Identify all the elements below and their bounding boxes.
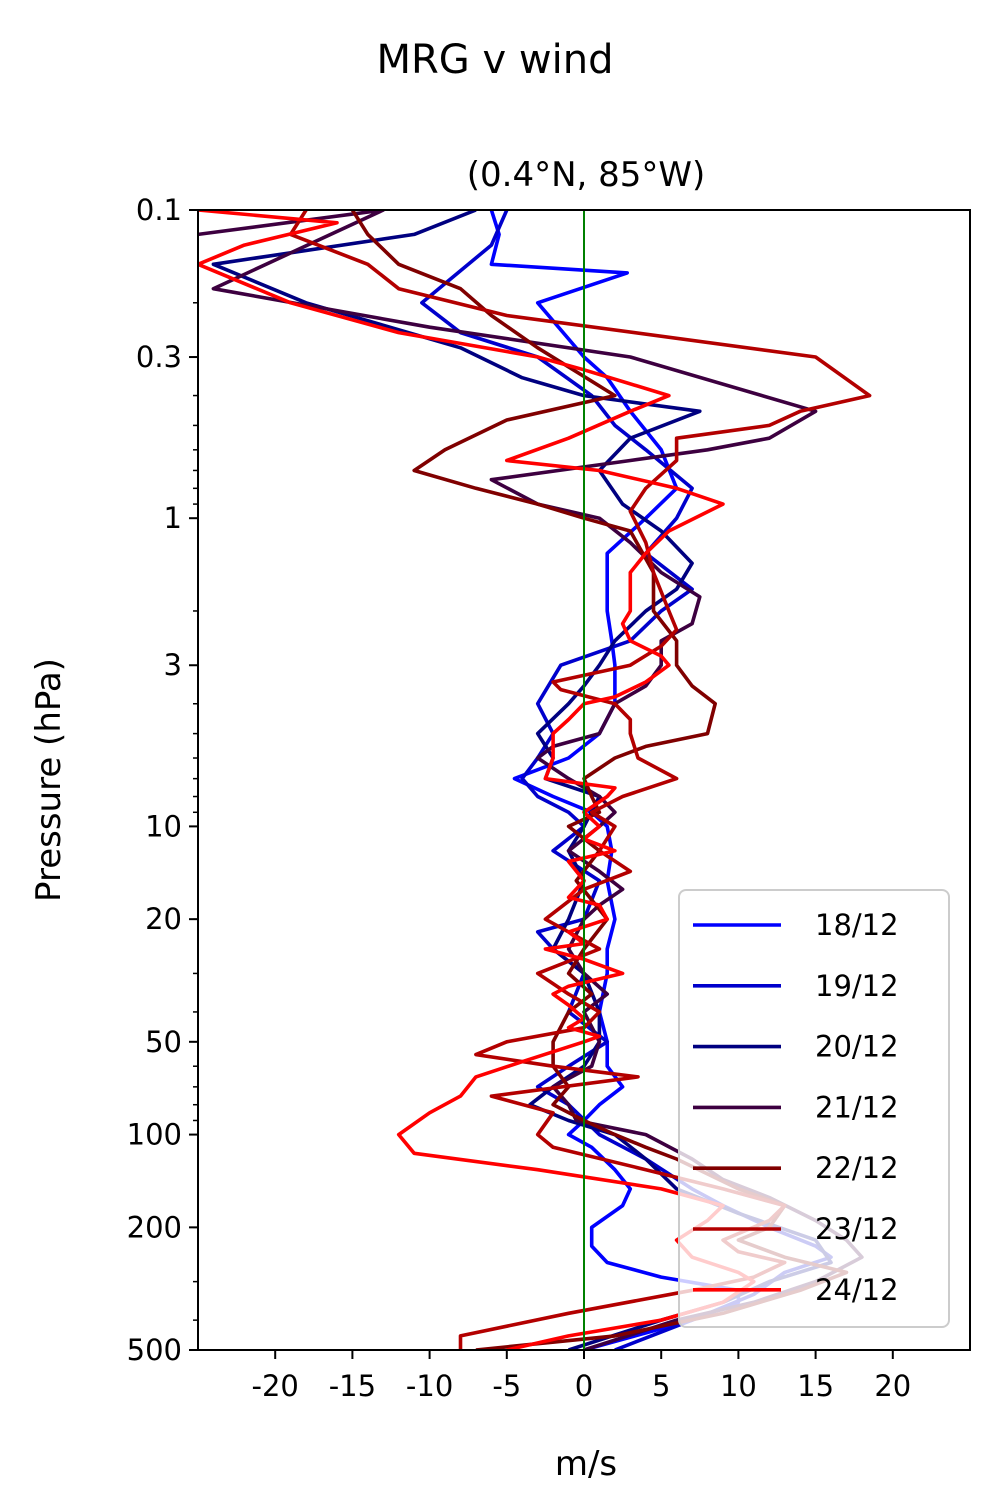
y-tick-label: 10 — [145, 809, 182, 843]
plot-frame — [197, 209, 971, 1351]
x-tick-label: 5 — [652, 1369, 670, 1403]
chart-subtitle: (0.4°N, 85°W) — [467, 155, 706, 195]
legend-label: 23/12 — [815, 1212, 899, 1246]
x-tick-label: 15 — [797, 1369, 834, 1403]
y-tick-label: 1 — [164, 501, 182, 535]
x-tick-label: -5 — [492, 1369, 521, 1403]
legend-label: 18/12 — [815, 908, 899, 942]
series-line-24-12 — [198, 210, 756, 1350]
chart-title: MRG v wind — [377, 37, 614, 83]
y-tick-label: 50 — [145, 1025, 182, 1059]
x-axis-label: m/s — [555, 1444, 617, 1484]
legend-label: 22/12 — [815, 1151, 899, 1185]
y-tick-label: 3 — [164, 648, 182, 682]
y-tick-label: 20 — [145, 902, 182, 936]
x-tick-label: -20 — [252, 1369, 299, 1403]
legend: 18/12 19/12 20/12 21/12 22/12 23/12 24/12 — [678, 889, 950, 1328]
legend-label: 20/12 — [815, 1030, 899, 1064]
x-tick-label: 10 — [720, 1369, 757, 1403]
y-axis-label: Pressure (hPa) — [29, 658, 69, 902]
y-tick-label: 100 — [127, 1118, 182, 1152]
x-tick-label: 0 — [575, 1369, 593, 1403]
x-tick-label: 20 — [874, 1369, 911, 1403]
y-tick-label: 0.3 — [136, 340, 182, 374]
legend-label: 24/12 — [815, 1273, 899, 1307]
y-tick-label: 500 — [127, 1333, 182, 1367]
legend-label: 21/12 — [815, 1090, 899, 1124]
plot-area: -20 -15 -10 -5 0 5 10 15 20 0.1 0.3 1 3 10 20 50 100 200 5… — [127, 193, 971, 1403]
x-tick-label: -15 — [329, 1369, 376, 1403]
legend-box — [678, 889, 950, 1328]
legend-label: 19/12 — [815, 969, 899, 1003]
y-tick-label: 0.1 — [136, 193, 182, 227]
y-tick-label: 200 — [127, 1210, 182, 1244]
x-tick-label: -10 — [406, 1369, 453, 1403]
